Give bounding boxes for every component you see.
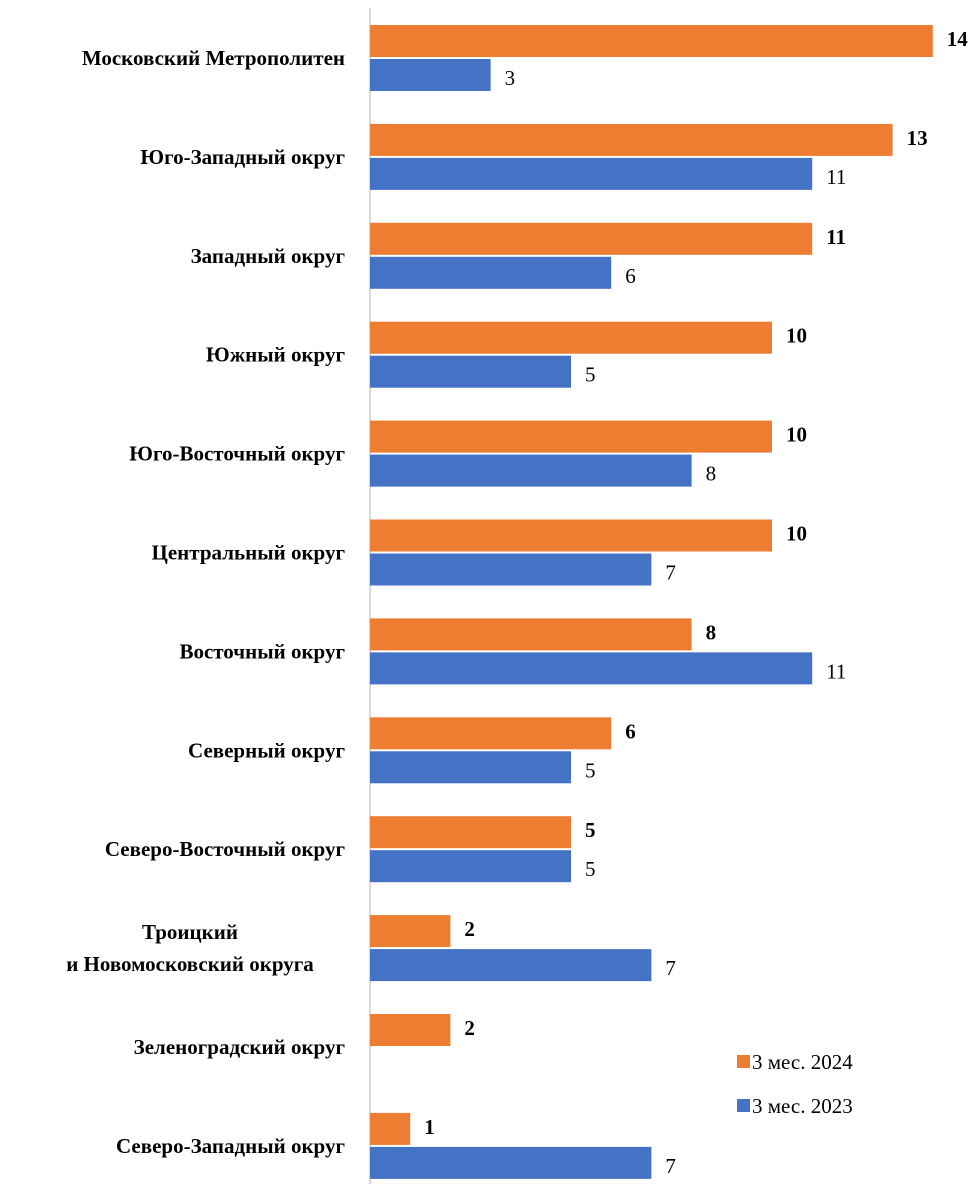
category-label: Зеленоградский округ <box>134 1035 345 1059</box>
bar-2024 <box>370 25 933 57</box>
data-label: 2 <box>464 917 475 941</box>
category-label-line: Западный округ <box>191 244 345 268</box>
bar-2023 <box>370 454 692 487</box>
data-label: 10 <box>786 522 807 546</box>
category-label-line: Южный округ <box>206 343 345 367</box>
data-labels: 14 3 13 11 11 6 10 5 10 8 10 7 8 11 6 5 5 5 2 7 2 1 7 <box>424 27 968 1178</box>
category-label-line: Троицкий <box>142 920 238 944</box>
category-label-line: Юго-Западный округ <box>140 145 345 169</box>
category-label-line: Северо-Западный округ <box>116 1134 345 1158</box>
category-label-line: Юго-Восточный округ <box>129 442 345 466</box>
bar-2023 <box>370 1146 652 1179</box>
category-label: Центральный округ <box>152 541 345 565</box>
bar-2023 <box>370 553 652 586</box>
data-label: 8 <box>706 620 717 644</box>
category-label: Западный округ <box>191 244 345 268</box>
bar-2023 <box>370 850 571 883</box>
legend-label: 3 мес. 2023 <box>752 1094 853 1118</box>
bar-2024 <box>370 915 451 948</box>
bar-2023 <box>370 949 652 982</box>
bar-2023 <box>370 355 571 388</box>
data-label: 5 <box>585 758 596 782</box>
data-label: 5 <box>585 857 596 881</box>
data-label: 5 <box>585 818 596 842</box>
category-label: Юго-Восточный округ <box>129 442 345 466</box>
data-label: 11 <box>826 659 846 683</box>
bar-2024 <box>370 420 772 453</box>
bar-2024 <box>370 717 612 750</box>
data-label: 2 <box>464 1016 475 1040</box>
data-label: 10 <box>786 423 807 447</box>
data-label: 6 <box>625 264 636 288</box>
data-label: 3 <box>505 66 515 90</box>
data-label: 11 <box>826 165 846 189</box>
legend: 3 мес. 2024 3 мес. 2023 <box>737 1050 853 1118</box>
category-labels: Московский Метрополитен Юго-Западный окру… <box>66 46 345 1158</box>
bar-2024 <box>370 123 893 156</box>
bar-2024 <box>370 519 772 552</box>
bar-2024 <box>370 222 813 255</box>
bar-2024 <box>370 1014 451 1046</box>
data-label: 6 <box>625 719 636 743</box>
category-label-line: Северный округ <box>188 738 345 762</box>
legend-swatch <box>737 1099 750 1112</box>
bar-2024 <box>370 816 571 849</box>
legend-label: 3 мес. 2024 <box>752 1050 853 1074</box>
data-label: 11 <box>826 225 846 249</box>
bar-2023 <box>370 652 813 685</box>
data-label: 7 <box>665 561 676 585</box>
data-label: 8 <box>706 462 717 486</box>
bar-2023 <box>370 157 813 190</box>
bar-2024 <box>370 1112 411 1145</box>
category-label: Троицкий и Новомосковский округа <box>66 920 314 976</box>
data-label: 10 <box>786 324 807 348</box>
category-label-line: Московский Метрополитен <box>82 46 345 70</box>
category-label: Юго-Западный округ <box>140 145 345 169</box>
bar-2024 <box>370 618 692 651</box>
category-label: Северо-Восточный округ <box>105 837 345 861</box>
bar-2023 <box>370 59 491 91</box>
legend-swatch <box>737 1055 750 1068</box>
category-label: Восточный округ <box>179 639 345 663</box>
data-label: 1 <box>424 1115 435 1139</box>
category-label-line: и Новомосковский округа <box>66 952 314 976</box>
category-label-line: Центральный округ <box>152 541 345 565</box>
data-label: 7 <box>665 1154 676 1178</box>
category-label-line: Восточный округ <box>179 639 345 663</box>
bar-2023 <box>370 256 612 289</box>
category-label-line: Зеленоградский округ <box>134 1035 345 1059</box>
data-label: 5 <box>585 363 596 387</box>
category-label-line: Северо-Восточный округ <box>105 837 345 861</box>
category-label: Северный округ <box>188 738 345 762</box>
bar-2023 <box>370 751 571 784</box>
category-label: Южный округ <box>206 343 345 367</box>
bar-2024 <box>370 321 772 354</box>
category-label: Северо-Западный округ <box>116 1134 345 1158</box>
category-label: Московский Метрополитен <box>82 46 345 70</box>
data-label: 7 <box>665 956 676 980</box>
data-label: 14 <box>947 27 969 51</box>
bars <box>370 25 933 1179</box>
data-label: 13 <box>907 126 928 150</box>
